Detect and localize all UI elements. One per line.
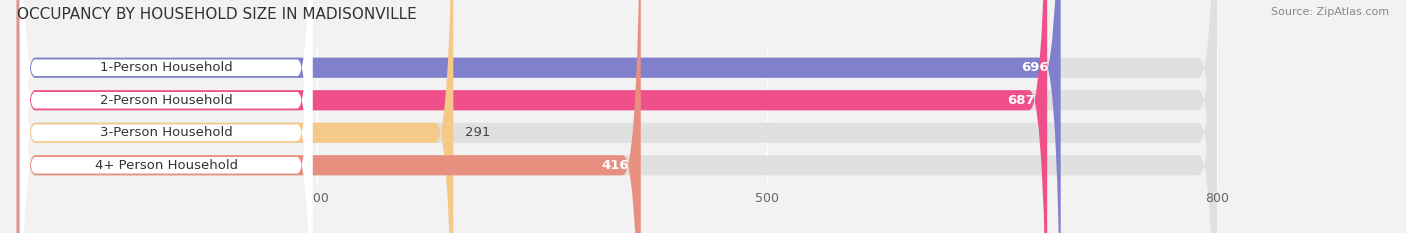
Text: 291: 291 [465,126,491,139]
Text: Source: ZipAtlas.com: Source: ZipAtlas.com [1271,7,1389,17]
Text: 3-Person Household: 3-Person Household [100,126,232,139]
FancyBboxPatch shape [20,0,312,233]
FancyBboxPatch shape [17,0,1216,233]
FancyBboxPatch shape [20,0,312,233]
Text: 687: 687 [1008,94,1035,107]
Text: OCCUPANCY BY HOUSEHOLD SIZE IN MADISONVILLE: OCCUPANCY BY HOUSEHOLD SIZE IN MADISONVI… [17,7,416,22]
FancyBboxPatch shape [17,0,1047,233]
FancyBboxPatch shape [17,0,1216,233]
Text: 4+ Person Household: 4+ Person Household [94,159,238,172]
Text: 416: 416 [602,159,628,172]
FancyBboxPatch shape [17,0,1216,233]
FancyBboxPatch shape [17,0,453,233]
FancyBboxPatch shape [17,0,641,233]
FancyBboxPatch shape [20,0,312,233]
FancyBboxPatch shape [17,0,1216,233]
Text: 1-Person Household: 1-Person Household [100,61,232,74]
FancyBboxPatch shape [17,0,1060,233]
FancyBboxPatch shape [20,0,312,233]
Text: 696: 696 [1021,61,1049,74]
Text: 2-Person Household: 2-Person Household [100,94,232,107]
